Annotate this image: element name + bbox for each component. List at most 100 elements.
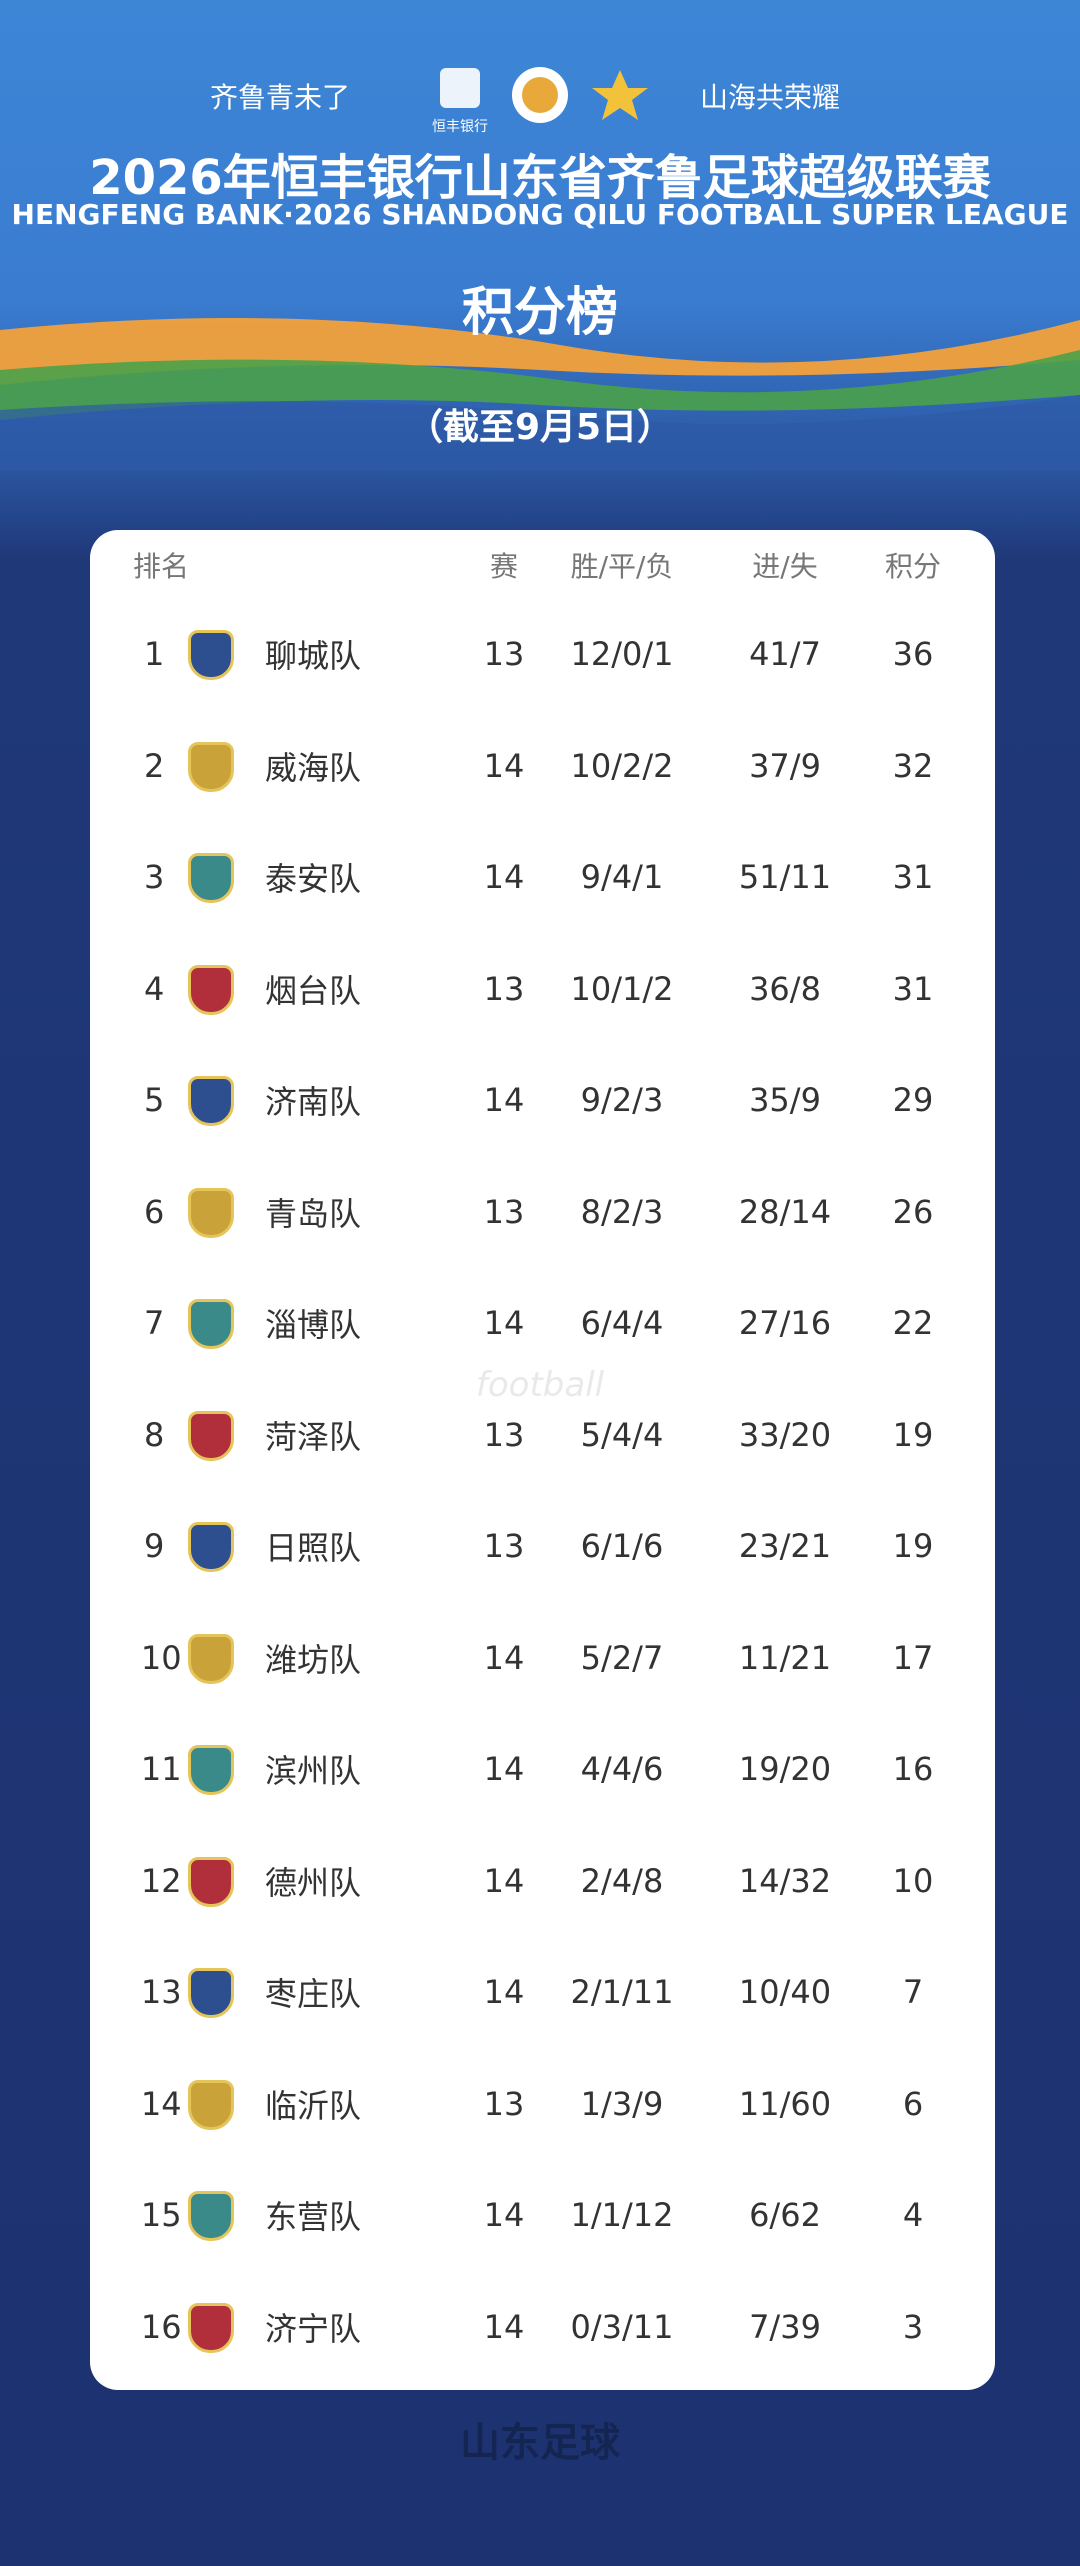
- heading: 积分榜: [461, 283, 618, 343]
- slogan-left: 齐鲁青未了: [209, 81, 350, 114]
- team-name: 滨州队: [265, 1752, 362, 1790]
- team-name: 烟台队: [265, 971, 362, 1010]
- rank: 1: [143, 635, 165, 673]
- rank: 16: [140, 2307, 182, 2346]
- rank: 7: [143, 1304, 165, 1342]
- points: 29: [892, 1081, 934, 1119]
- slogan-right: 山海共荣耀: [699, 81, 840, 114]
- points: 22: [892, 1304, 934, 1342]
- team-badge: [188, 1745, 234, 1795]
- win-draw-loss: 6/1/6: [580, 1527, 664, 1565]
- played: 14: [483, 1638, 525, 1677]
- column-header: 进/失: [752, 550, 818, 583]
- played: 14: [483, 858, 525, 896]
- win-draw-loss: 9/2/3: [580, 1081, 664, 1119]
- win-draw-loss: 4/4/6: [580, 1750, 664, 1788]
- team-name: 济南队: [265, 1083, 362, 1121]
- points: 36: [892, 635, 934, 673]
- points: 19: [892, 1415, 934, 1454]
- team-badge: [188, 630, 234, 680]
- rank: 15: [140, 2196, 182, 2234]
- goals: 33/20: [738, 1415, 832, 1454]
- goals: 37/9: [749, 746, 821, 785]
- goals: 7/39: [749, 2307, 821, 2346]
- rank: 11: [140, 1750, 182, 1788]
- played: 14: [483, 1081, 525, 1119]
- rank: 12: [140, 1861, 182, 1900]
- team-name: 淄博队: [265, 1306, 362, 1344]
- team-badge: [188, 1076, 234, 1126]
- points: 4: [902, 2196, 924, 2234]
- team-badge: [188, 2302, 234, 2353]
- goals: 14/32: [738, 1861, 832, 1900]
- rank: 4: [143, 969, 165, 1008]
- goals: 6/62: [749, 2196, 821, 2234]
- win-draw-loss: 8/2/3: [580, 1192, 664, 1231]
- played: 14: [483, 2196, 525, 2234]
- subtitle: HENGFENG BANK·2026 SHANDONG QILU FOOTBAL…: [11, 198, 1069, 231]
- goals: 10/40: [738, 1973, 832, 2011]
- watermark-sub: football: [475, 1365, 605, 1405]
- column-header: 排名: [132, 550, 190, 583]
- team-name: 临沂队: [265, 2086, 362, 2125]
- rank: 8: [143, 1415, 165, 1454]
- points: 16: [892, 1750, 934, 1788]
- team-badge: [188, 1187, 234, 1238]
- team-name: 济宁队: [265, 2309, 362, 2348]
- team-badge: [188, 1856, 234, 1907]
- goals: 23/21: [738, 1527, 832, 1565]
- win-draw-loss: 1/3/9: [580, 2084, 664, 2123]
- goals: 11/21: [738, 1638, 832, 1677]
- goals: 11/60: [738, 2084, 832, 2123]
- points: 6: [902, 2084, 924, 2123]
- rank: 13: [140, 1973, 182, 2011]
- team-name: 东营队: [265, 2198, 362, 2236]
- played: 14: [483, 1973, 525, 2011]
- played: 14: [483, 2307, 525, 2346]
- win-draw-loss: 0/3/11: [570, 2307, 674, 2346]
- sponsor: 恒丰银行: [432, 119, 488, 135]
- win-draw-loss: 2/4/8: [580, 1861, 664, 1900]
- watermark: 山东足球: [460, 2420, 620, 2466]
- win-draw-loss: 2/1/11: [570, 1973, 674, 2011]
- team-name: 泰安队: [265, 860, 362, 898]
- win-draw-loss: 9/4/1: [580, 858, 664, 896]
- rank: 5: [143, 1081, 165, 1119]
- played: 13: [483, 2084, 525, 2123]
- goals: 35/9: [749, 1081, 821, 1119]
- win-draw-loss: 10/2/2: [570, 746, 674, 785]
- goals: 41/7: [749, 635, 821, 673]
- team-name: 聊城队: [265, 637, 362, 675]
- played: 13: [483, 1415, 525, 1454]
- goals: 28/14: [738, 1192, 832, 1231]
- goals: 19/20: [738, 1750, 832, 1788]
- win-draw-loss: 10/1/2: [570, 969, 674, 1008]
- title: 2026年恒丰银行山东省齐鲁足球超级联赛: [89, 150, 991, 206]
- rank: 14: [140, 2084, 182, 2123]
- points: 19: [892, 1527, 934, 1565]
- rank: 6: [143, 1192, 165, 1231]
- team-name: 德州队: [265, 1863, 362, 1902]
- rank: 3: [143, 858, 165, 896]
- played: 13: [483, 969, 525, 1008]
- team-badge: [188, 1299, 234, 1349]
- points: 10: [892, 1861, 934, 1900]
- played: 13: [483, 1192, 525, 1231]
- points: 32: [892, 746, 934, 785]
- team-badge: [188, 1633, 234, 1684]
- team-badge: [188, 1522, 234, 1572]
- played: 13: [483, 1527, 525, 1565]
- goals: 27/16: [738, 1304, 832, 1342]
- team-badge: [188, 853, 234, 903]
- team-name: 潍坊队: [265, 1640, 362, 1679]
- win-draw-loss: 5/4/4: [580, 1415, 664, 1454]
- team-name: 威海队: [265, 748, 362, 787]
- win-draw-loss: 5/2/7: [580, 1638, 664, 1677]
- points: 17: [892, 1638, 934, 1677]
- team-badge: [188, 964, 234, 1015]
- column-header: 赛: [489, 550, 519, 583]
- points: 26: [892, 1192, 934, 1231]
- played: 13: [483, 635, 525, 673]
- played: 14: [483, 746, 525, 785]
